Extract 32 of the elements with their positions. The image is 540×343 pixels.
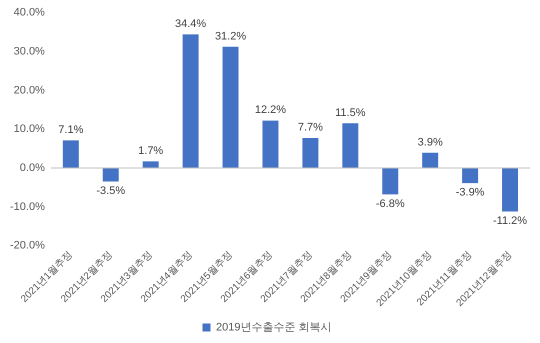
bar [422, 152, 438, 168]
data-label: -6.8% [376, 198, 405, 210]
y-tick-label: 30.0% [14, 45, 46, 58]
data-label: 31.2% [214, 30, 246, 42]
bar [262, 120, 278, 168]
data-label: -11.2% [493, 214, 528, 227]
bar [342, 123, 358, 168]
bar [222, 46, 239, 168]
data-label: 34.4% [175, 18, 206, 30]
bar [142, 161, 159, 168]
y-tick-label: -20.0% [10, 240, 46, 252]
bar [502, 168, 518, 212]
legend-label: 2019년수출수준 회복시 [216, 322, 332, 334]
bar [302, 138, 318, 168]
data-label: 7.7% [298, 122, 324, 134]
y-tick-label: 40.0% [14, 6, 46, 19]
y-tick-label: 0.0% [20, 162, 46, 174]
bar [62, 140, 79, 168]
bar [382, 168, 398, 194]
y-tick-label: 10.0% [14, 123, 46, 136]
bar [462, 168, 478, 184]
bar [182, 34, 199, 168]
data-label: 1.7% [138, 144, 164, 157]
data-label: 3.9% [418, 136, 443, 148]
y-tick-label: 20.0% [14, 84, 46, 96]
data-label: -3.9% [456, 186, 485, 199]
data-label: 11.5% [335, 106, 366, 119]
data-label: 7.1% [58, 124, 84, 136]
y-tick-label: -10.0% [10, 200, 46, 213]
data-label: -3.5% [96, 185, 126, 198]
data-label: 12.2% [254, 104, 286, 116]
bar [102, 168, 119, 182]
